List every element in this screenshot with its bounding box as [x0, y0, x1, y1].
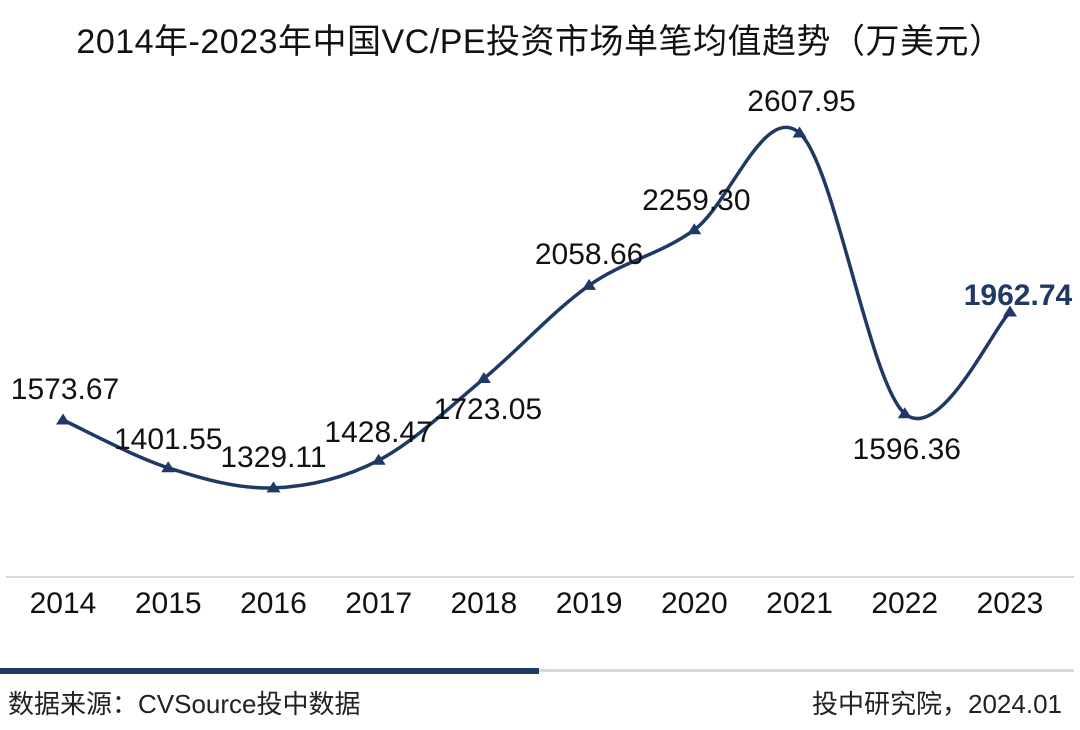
- x-axis-label: 2017: [345, 587, 413, 620]
- data-point-marker: [897, 407, 912, 419]
- data-point-marker: [476, 372, 491, 384]
- data-label: 1329.11: [220, 440, 327, 474]
- x-axis-label: 2016: [240, 587, 307, 620]
- chart-title: 2014年-2023年中国VC/PE投资市场单笔均值趋势（万美元）: [76, 23, 1004, 61]
- data-label: 2259.30: [642, 183, 751, 217]
- data-point-marker: [161, 461, 176, 473]
- x-axis-label: 2019: [555, 587, 623, 620]
- data-point-marker: [56, 413, 70, 425]
- data-source-text: 数据来源：CVSource投中数据: [8, 689, 361, 719]
- data-point-marker: [582, 278, 597, 290]
- data-label: 2607.95: [747, 85, 856, 118]
- x-axis-label: 2021: [766, 587, 833, 620]
- x-axis-label: 2015: [134, 587, 202, 620]
- data-point-marker: [371, 453, 386, 465]
- data-label: 1573.67: [10, 373, 120, 406]
- footer-accent-bar: [0, 668, 539, 674]
- x-axis-label: 2020: [660, 587, 728, 620]
- data-point-marker: [1002, 305, 1017, 317]
- data-point-marker: [266, 481, 281, 493]
- data-label: 1962.74: [963, 279, 1073, 313]
- data-label: 2058.66: [534, 238, 644, 272]
- data-label: 1401.55: [113, 422, 223, 456]
- x-axis-label: 2023: [976, 587, 1044, 620]
- data-label: 1596.36: [852, 432, 961, 466]
- data-label: 1723.05: [433, 392, 543, 426]
- x-axis-label: 2018: [450, 587, 518, 620]
- data-point-marker: [792, 126, 807, 138]
- data-point-marker: [687, 223, 702, 235]
- publisher-text: 投中研究院，2024.01: [812, 689, 1062, 719]
- data-label: 1428.47: [324, 416, 433, 450]
- x-axis-label: 2022: [871, 587, 939, 620]
- x-axis-label: 2014: [29, 587, 97, 620]
- footer-track-bar: [539, 669, 1074, 672]
